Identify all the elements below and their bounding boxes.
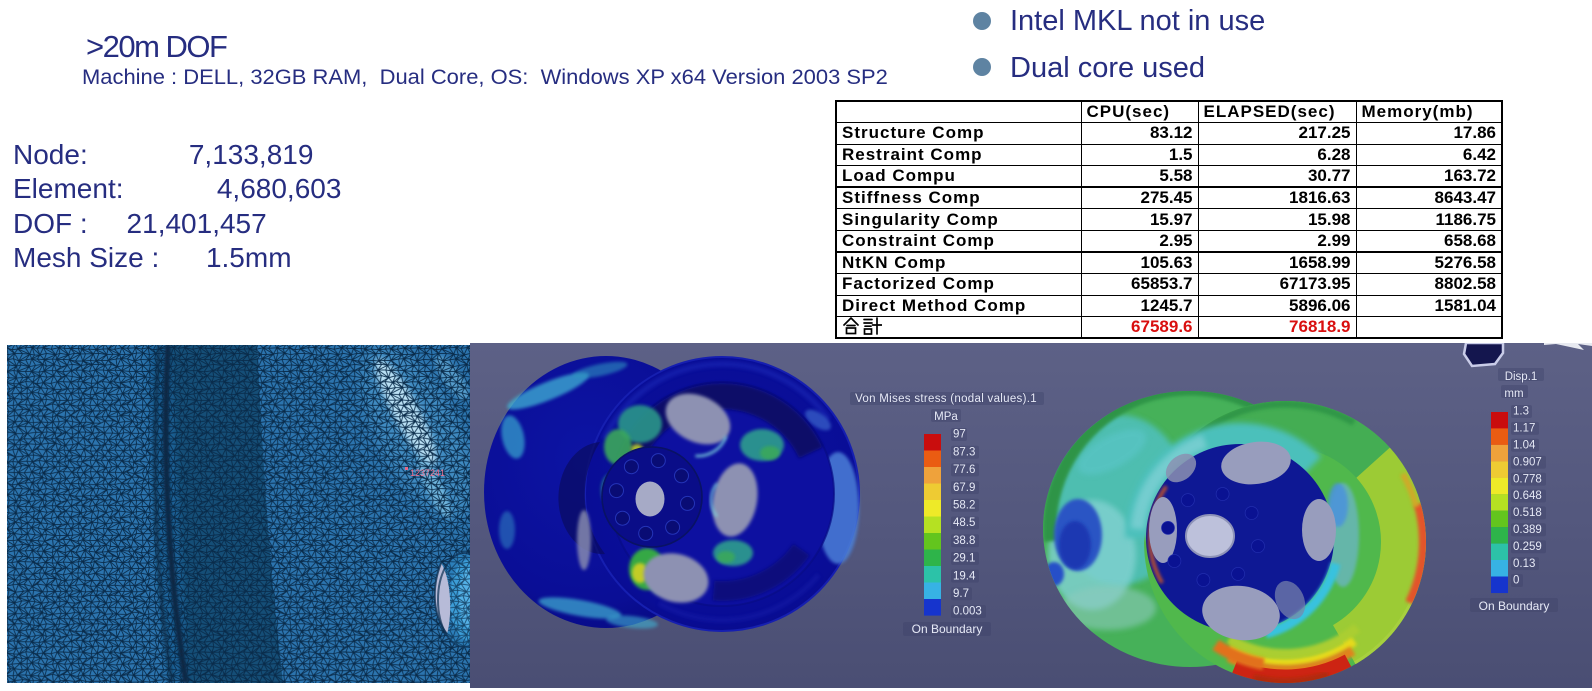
svg-text:mm: mm [1504, 388, 1523, 400]
svg-text:19.4: 19.4 [953, 570, 976, 582]
svg-text:9.7: 9.7 [953, 588, 969, 600]
svg-text:0.13: 0.13 [1513, 558, 1535, 570]
svg-text:0: 0 [1513, 575, 1519, 587]
svg-text:1.17: 1.17 [1513, 423, 1535, 435]
svg-text:77.6: 77.6 [953, 464, 975, 476]
svg-text:1237241: 1237241 [410, 468, 445, 478]
svg-text:0.907: 0.907 [1513, 456, 1542, 468]
svg-text:58.2: 58.2 [953, 500, 975, 512]
svg-text:0.259: 0.259 [1513, 541, 1542, 553]
svg-text:0.518: 0.518 [1513, 507, 1542, 519]
svg-text:38.8: 38.8 [953, 535, 975, 547]
svg-text:67.9: 67.9 [953, 482, 975, 494]
svg-text:0.389: 0.389 [1513, 524, 1542, 536]
svg-text:0.003: 0.003 [953, 606, 982, 618]
svg-text:48.5: 48.5 [953, 517, 975, 529]
svg-text:MPa: MPa [934, 411, 958, 423]
svg-text:Disp.1: Disp.1 [1505, 371, 1538, 383]
svg-text:1.04: 1.04 [1513, 440, 1536, 452]
svg-text:On Boundary: On Boundary [1479, 599, 1550, 613]
svg-text:On Boundary: On Boundary [912, 622, 983, 636]
svg-text:0.778: 0.778 [1513, 473, 1542, 485]
svg-text:Von Mises stress (nodal values: Von Mises stress (nodal values).1 [855, 393, 1037, 405]
svg-text:97: 97 [953, 429, 966, 441]
svg-text:87.3: 87.3 [953, 446, 975, 458]
svg-text:0.648: 0.648 [1513, 490, 1542, 502]
svg-text:1.3: 1.3 [1513, 406, 1529, 418]
svg-text:29.1: 29.1 [953, 553, 975, 565]
